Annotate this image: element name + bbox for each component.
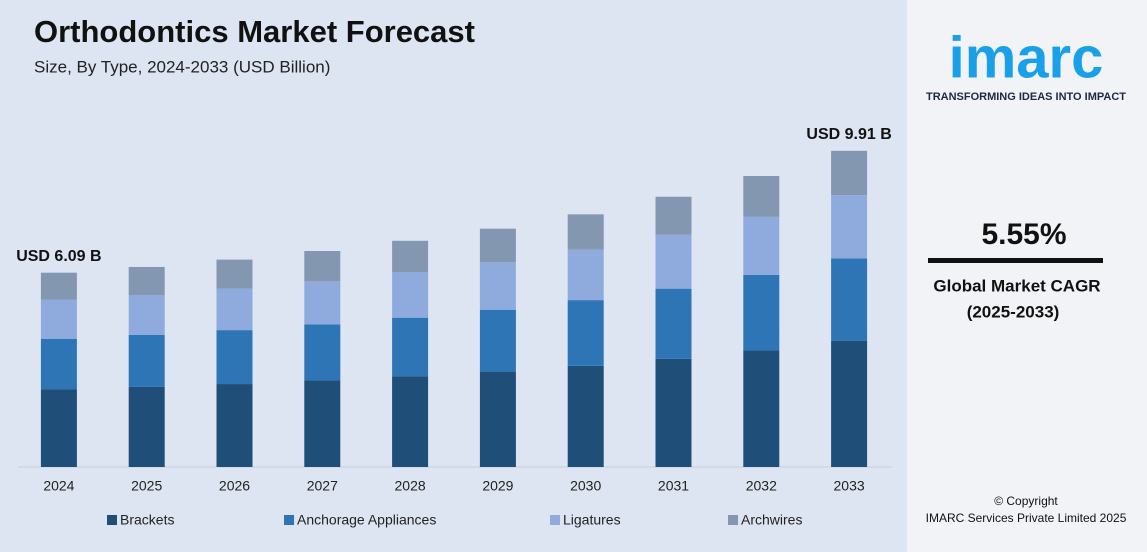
annotation: USD 6.09 B — [16, 248, 101, 265]
legend-swatch — [284, 515, 294, 525]
bar-segment — [128, 295, 165, 335]
bar-segment — [304, 324, 341, 381]
company: IMARC Services Private Limited 2025 — [926, 511, 1127, 525]
bar-segment — [567, 365, 604, 467]
x-tick-label: 2025 — [131, 478, 162, 494]
bar-segment — [392, 272, 429, 318]
bar-segment — [479, 262, 516, 310]
cagr-rule — [928, 258, 1103, 263]
bar-segment — [128, 334, 165, 387]
x-tick-label: 2027 — [307, 478, 338, 494]
bar-segment — [743, 274, 780, 351]
bar-segment — [655, 234, 692, 289]
bar-segment — [216, 288, 253, 331]
bar-segment — [479, 228, 516, 263]
bar-segment — [831, 258, 868, 341]
bar-segment — [40, 272, 77, 300]
legend-label: Ligatures — [563, 512, 621, 528]
bar-segment — [216, 384, 253, 467]
bar-segment — [831, 150, 868, 196]
x-tick-label: 2032 — [746, 478, 777, 494]
bar-segment — [655, 196, 692, 235]
bar-segment — [128, 266, 165, 296]
bar-segment — [831, 195, 868, 259]
x-tick-label: 2024 — [43, 478, 74, 494]
bar-segment — [831, 340, 868, 467]
bar-segment — [392, 317, 429, 377]
legend-swatch — [550, 515, 560, 525]
bar-segment — [216, 330, 253, 385]
bar-segment — [216, 259, 253, 289]
legend-swatch — [107, 515, 117, 525]
bar-segment — [40, 389, 77, 467]
legend-label: Anchorage Appliances — [297, 512, 436, 528]
bar-segment — [304, 251, 341, 282]
bar-segment — [567, 214, 604, 250]
x-tick-label: 2033 — [834, 478, 865, 494]
bar-segment — [40, 299, 77, 339]
bar-segment — [304, 281, 341, 325]
x-tick-label: 2029 — [482, 478, 513, 494]
bar-segment — [392, 376, 429, 467]
bar-segment — [743, 176, 780, 217]
logo: imarc — [949, 25, 1104, 90]
bar-segment — [655, 358, 692, 467]
legend-label: Brackets — [120, 512, 174, 528]
legend-swatch — [728, 515, 738, 525]
side-background — [907, 0, 1147, 552]
cagr-period: (2025-2033) — [967, 302, 1060, 321]
cagr-label: Global Market CAGR — [933, 276, 1100, 295]
x-tick-label: 2030 — [570, 478, 601, 494]
bar-segment — [567, 300, 604, 366]
bar-segment — [743, 350, 780, 467]
x-tick-label: 2026 — [219, 478, 250, 494]
annotation: USD 9.91 B — [806, 126, 891, 143]
bar-segment — [743, 216, 780, 275]
x-tick-label: 2028 — [395, 478, 426, 494]
bar-segment — [392, 240, 429, 273]
cagr-value: 5.55% — [981, 218, 1066, 251]
bar-segment — [655, 288, 692, 359]
tagline: TRANSFORMING IDEAS INTO IMPACT — [926, 91, 1126, 103]
chart-title: Orthodontics Market Forecast — [34, 14, 475, 49]
bar-segment — [479, 309, 516, 372]
chart-subtitle: Size, By Type, 2024-2033 (USD Billion) — [34, 57, 330, 76]
x-tick-label: 2031 — [658, 478, 689, 494]
bar-segment — [40, 338, 77, 390]
legend-label: Archwires — [741, 512, 802, 528]
bar-segment — [479, 371, 516, 467]
bar-segment — [128, 386, 165, 467]
bar-segment — [304, 380, 341, 467]
copyright: © Copyright — [994, 494, 1058, 508]
bar-segment — [567, 249, 604, 301]
